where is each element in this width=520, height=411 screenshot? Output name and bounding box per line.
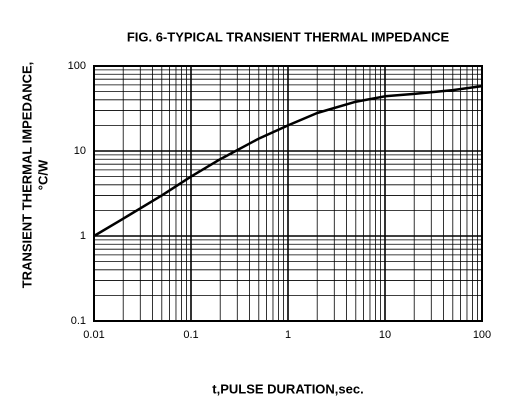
x-axis-label: t,PULSE DURATION,sec.	[212, 381, 363, 396]
y-tick-label: 100	[68, 60, 86, 72]
y-tick-label: 0.1	[71, 315, 86, 327]
y-tick-label: 10	[74, 145, 86, 157]
x-tick-label: 100	[473, 329, 491, 341]
y-axis-unit: °C/W	[35, 159, 50, 190]
y-axis-label: TRANSIENT THERMAL IMPEDANCE,	[19, 62, 34, 289]
x-tick-label: 1	[285, 329, 291, 341]
curve	[93, 84, 483, 238]
x-tick-label: 0.01	[83, 329, 104, 341]
chart-title: FIG. 6-TYPICAL TRANSIENT THERMAL IMPEDAN…	[127, 29, 450, 44]
x-tick-label: 0.1	[183, 329, 198, 341]
x-tick-label: 10	[379, 329, 391, 341]
plot-frame	[93, 65, 483, 322]
y-tick-label: 1	[80, 230, 86, 242]
